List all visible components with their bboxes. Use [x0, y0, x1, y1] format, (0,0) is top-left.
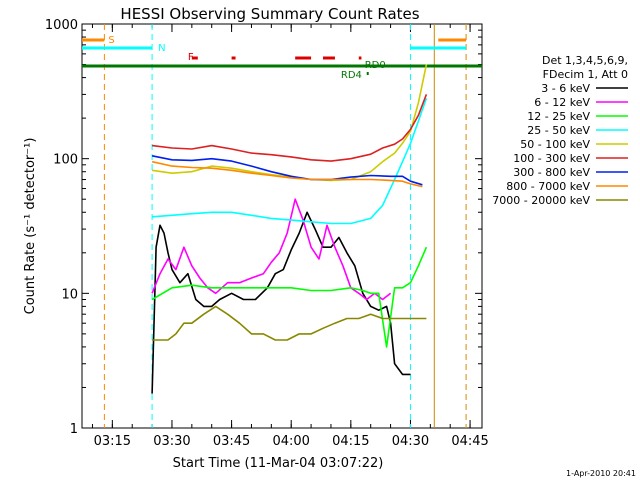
- legend-label: 50 - 100 keV: [520, 138, 590, 151]
- rd4-marker: [366, 72, 369, 75]
- legend-header-line-2: FDecim 1, Att 0: [543, 68, 628, 81]
- flare-flag-label: F: [188, 52, 194, 63]
- axis-ticks: 1 10 100 1000 03:15 03:30 03:45 04:00 04:15 04:30…: [45, 18, 489, 449]
- series-line-5: [152, 94, 428, 162]
- y-tick-label: 10: [61, 287, 78, 302]
- x-tick-label: 04:30: [392, 434, 429, 449]
- y-tick-label: 1: [70, 422, 78, 437]
- x-tick-label: 04:45: [451, 434, 488, 449]
- series-line-3: [152, 98, 428, 225]
- night-flag-label: N: [158, 43, 165, 54]
- series-line-4: [151, 64, 428, 182]
- chart-title: HESSI Observing Summary Count Rates: [120, 5, 419, 23]
- y-tick-label: 1000: [45, 18, 78, 33]
- x-axis-label: Start Time (11-Mar-04 03:07:22): [173, 456, 384, 471]
- plot-frame: [81, 23, 483, 429]
- legend-label: 100 - 300 keV: [513, 152, 590, 165]
- y-tick-label: 100: [53, 153, 78, 168]
- x-tick-label: 03:45: [213, 434, 250, 449]
- x-tick-label: 04:15: [332, 434, 369, 449]
- x-tick-label: 03:15: [94, 434, 131, 449]
- legend-label: 800 - 7000 keV: [506, 180, 590, 193]
- footer-date: 1-Apr-2010 20:41: [566, 469, 636, 478]
- legend-header-line-1: Det 1,3,4,5,6,9,: [542, 54, 628, 67]
- y-axis-label: Count Rate (s⁻¹ detector⁻¹): [23, 138, 38, 315]
- x-tick-label: 04:00: [272, 434, 309, 449]
- series-line-0: [151, 211, 411, 394]
- series-line-7: [151, 160, 423, 188]
- legend-label: 7000 - 20000 keV: [492, 194, 590, 207]
- series-line-1: [151, 198, 392, 301]
- series-lines: [151, 64, 428, 394]
- legend-label: 6 - 12 keV: [534, 96, 590, 109]
- series-line-8: [152, 305, 427, 341]
- x-tick-label: 03:30: [153, 434, 190, 449]
- rd4-flag-label: RD4: [341, 70, 362, 81]
- series-line-2: [151, 246, 428, 348]
- legend-label: 300 - 800 keV: [513, 166, 590, 179]
- legend-label: 25 - 50 keV: [527, 124, 590, 137]
- legend-label: 3 - 6 keV: [541, 82, 590, 95]
- rd0-flag-label: RD0: [365, 60, 386, 71]
- saa-flag-label: S: [108, 35, 114, 46]
- legend-label: 12 - 25 keV: [527, 110, 590, 123]
